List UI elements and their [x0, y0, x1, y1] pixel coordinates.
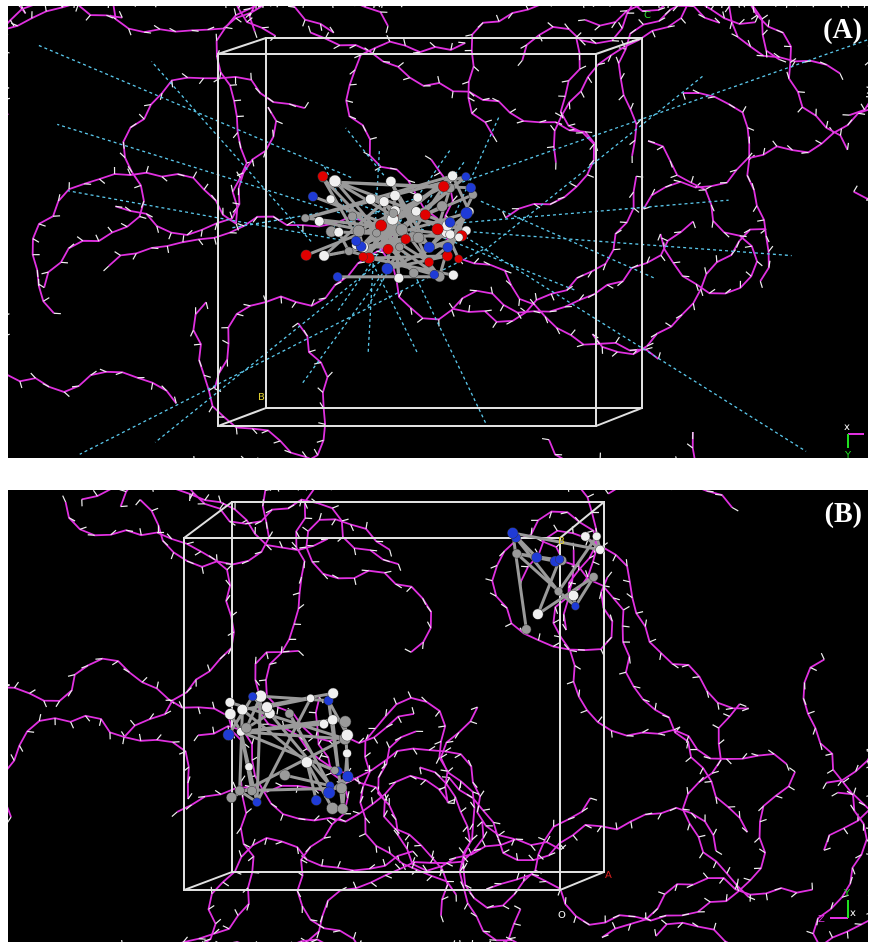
- axis-label-z: Z: [818, 914, 825, 925]
- box-corner-label-a: A: [605, 870, 612, 881]
- axis-label-y: Y: [843, 888, 851, 899]
- box-corner-label-b: B: [558, 536, 565, 547]
- panel-a: C B x Y (A): [8, 6, 868, 458]
- simulation-box: [183, 501, 605, 891]
- molecular-view-a: C B x Y: [8, 6, 868, 458]
- panel-b: B A O Z Y x (B): [8, 490, 868, 942]
- axis-triad: Z Y x: [818, 888, 856, 925]
- box-corner-label-b: B: [258, 392, 265, 403]
- protein-wireframe: [8, 6, 868, 458]
- box-corner-label-o: O: [558, 910, 566, 921]
- panel-label: (B): [824, 498, 862, 529]
- molecular-view-b: B A O Z Y x: [8, 490, 868, 942]
- axis-label-x: x: [850, 908, 856, 919]
- axis-triad: x Y: [844, 422, 864, 458]
- box-corner-label-c: C: [644, 10, 651, 21]
- protein-wireframe: [8, 490, 868, 942]
- axis-label-y: Y: [844, 450, 852, 458]
- panel-label: (A): [823, 14, 862, 45]
- simulation-box: [217, 37, 643, 427]
- ligand-ball-and-stick: [222, 527, 605, 815]
- axis-label-x: x: [844, 422, 850, 433]
- ligand-ball-and-stick: [300, 170, 478, 284]
